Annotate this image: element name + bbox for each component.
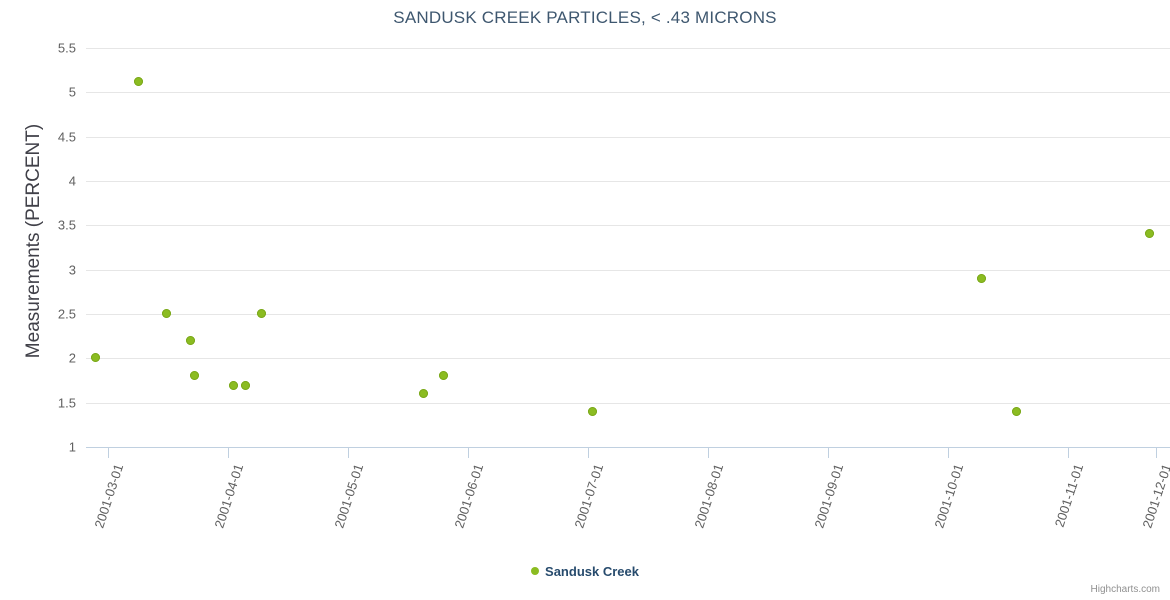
data-point[interactable] (228, 380, 238, 390)
data-point[interactable] (256, 308, 266, 318)
legend-item-sandusk-creek[interactable]: Sandusk Creek (531, 564, 639, 579)
y-axis-tick-label: 3.5 (57, 217, 76, 233)
data-point[interactable] (161, 308, 171, 318)
data-point[interactable] (90, 352, 100, 362)
y-axis-tick-label: 2 (68, 350, 76, 366)
y-axis-tick-label: 5 (68, 84, 76, 100)
data-point[interactable] (185, 335, 195, 345)
y-axis-tick-label: 1 (68, 439, 76, 455)
data-point[interactable] (1144, 228, 1154, 238)
y-axis-tick-label: 3 (68, 262, 76, 278)
y-axis-tick-label: 4.5 (57, 129, 76, 145)
data-point[interactable] (418, 388, 428, 398)
legend: Sandusk Creek (0, 563, 1170, 581)
y-axis-tick-label: 1.5 (57, 395, 76, 411)
data-point[interactable] (240, 380, 250, 390)
y-axis-tick-label: 4 (68, 173, 76, 189)
data-point[interactable] (438, 370, 448, 380)
legend-marker-icon (531, 567, 540, 575)
y-axis-tick-label: 2.5 (57, 306, 76, 322)
data-point[interactable] (189, 370, 199, 380)
data-point[interactable] (133, 76, 143, 86)
y-axis-tick-labels: 1 1.5 2 2.5 3 3.5 4 4.5 5 5.5 (0, 0, 76, 600)
legend-item-label: Sandusk Creek (545, 564, 639, 579)
data-point[interactable] (587, 406, 597, 416)
credits-link[interactable]: Highcharts.com (1090, 584, 1160, 595)
y-axis-tick-label: 5.5 (57, 40, 76, 56)
x-axis-tick-marks (108, 448, 1157, 458)
data-point[interactable] (1011, 406, 1021, 416)
chart-title: SANDUSK CREEK PARTICLES, < .43 MICRONS (393, 8, 777, 27)
data-point[interactable] (976, 273, 986, 283)
